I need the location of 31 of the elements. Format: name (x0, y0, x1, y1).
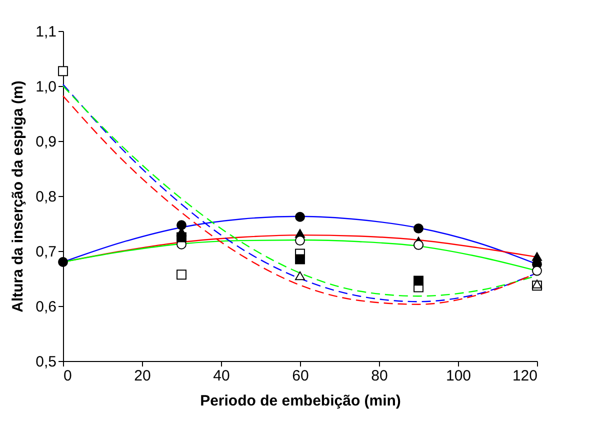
point (414, 240, 424, 250)
point (295, 236, 305, 246)
y-tick-label: 0,6 (36, 298, 56, 316)
point (176, 220, 186, 230)
point (532, 266, 542, 276)
point (295, 212, 305, 222)
x-tick-label: 100 (446, 368, 472, 384)
y-tick-label: 1,0 (36, 78, 56, 96)
point (295, 271, 305, 280)
point (58, 66, 68, 76)
y-axis-title: Altura da inserção da espiga (m) (10, 80, 27, 312)
x-tick-label: 40 (213, 368, 230, 384)
x-tick-label: 60 (292, 368, 309, 384)
point (295, 254, 305, 264)
y-tick-label: 1,1 (36, 24, 56, 40)
y-tick-label: 0,9 (36, 134, 56, 150)
point (532, 280, 542, 288)
point (414, 276, 424, 286)
x-tick-label: 0 (64, 368, 72, 384)
x-tick-label: 120 (512, 368, 538, 384)
point (414, 223, 424, 234)
point (176, 270, 186, 280)
x-tick-label: 80 (371, 368, 388, 384)
point (532, 252, 542, 261)
x-tick-label: 20 (134, 368, 151, 384)
x-axis-title: Periodo de embebição (min) (200, 392, 401, 410)
y-tick-label: 0,5 (36, 354, 56, 370)
point (58, 257, 68, 267)
y-tick-label: 0,8 (36, 188, 56, 206)
y-tick-label: 0,7 (36, 244, 56, 260)
point (176, 232, 186, 242)
